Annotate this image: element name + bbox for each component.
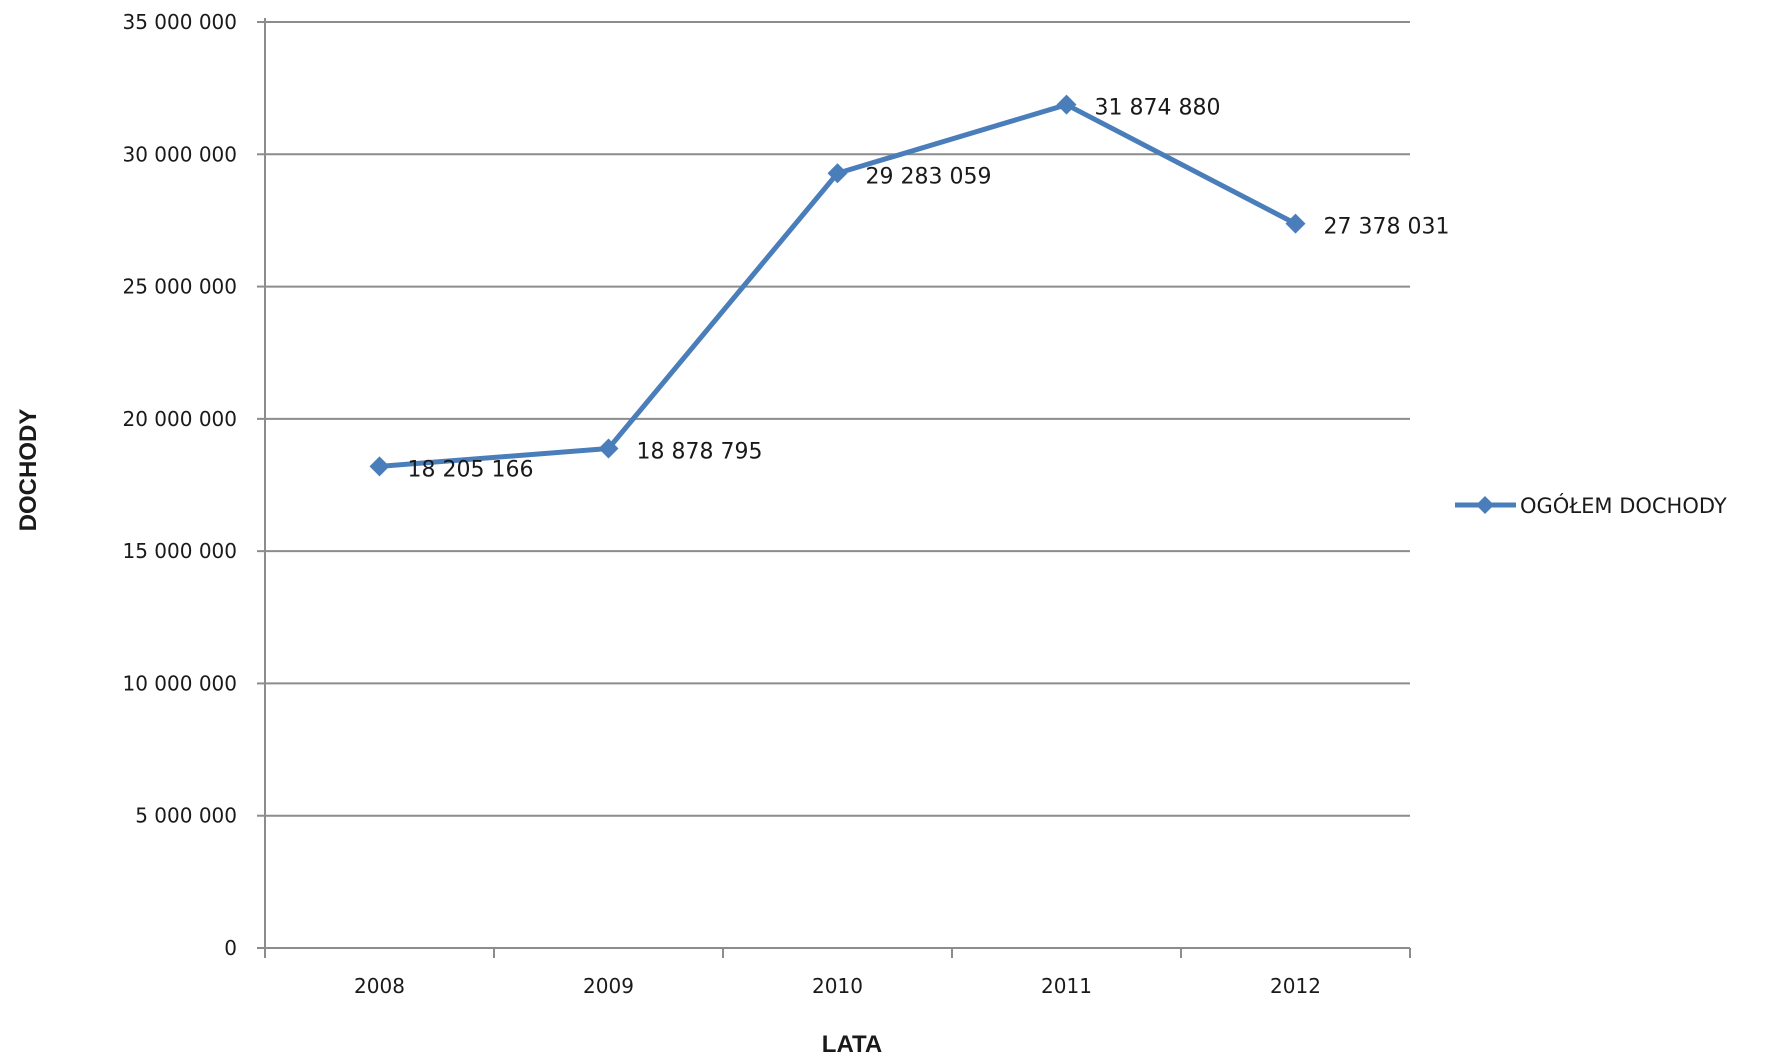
y-axis-title: DOCHODY bbox=[15, 409, 42, 532]
data-point-marker bbox=[369, 456, 390, 477]
y-tick-label: 10 000 000 bbox=[122, 671, 237, 695]
y-tick-labels: 0 5 000 000 10 000 000 15 000 000 20 000 000… bbox=[122, 10, 265, 960]
data-label: 18 878 795 bbox=[637, 440, 763, 465]
x-tick-labels: 2008 2009 2010 2011 2012 bbox=[264, 948, 1411, 998]
y-tick-label: 20 000 000 bbox=[122, 407, 237, 431]
y-tick-label: 0 bbox=[224, 936, 237, 960]
gridlines bbox=[265, 21, 1410, 817]
data-point-marker bbox=[827, 163, 848, 184]
legend-label: OGÓŁEM DOCHODY bbox=[1520, 493, 1727, 518]
data-label: 27 378 031 bbox=[1324, 215, 1450, 240]
x-tick-label: 2009 bbox=[583, 974, 634, 998]
data-point-marker bbox=[1285, 213, 1306, 234]
data-labels: 18 205 166 18 878 795 29 283 059 31 874 880… bbox=[408, 96, 1450, 483]
series-line bbox=[379, 102, 1297, 469]
series-layer bbox=[369, 94, 1306, 477]
y-tick-label: 15 000 000 bbox=[122, 539, 237, 563]
x-tick-label: 2010 bbox=[812, 974, 863, 998]
legend: OGÓŁEM DOCHODY bbox=[1455, 493, 1727, 518]
data-point-marker bbox=[1056, 94, 1077, 115]
y-tick-label: 5 000 000 bbox=[135, 804, 237, 828]
x-tick-label: 2012 bbox=[1270, 974, 1321, 998]
data-label: 18 205 166 bbox=[408, 457, 534, 482]
data-label: 31 874 880 bbox=[1095, 96, 1221, 121]
legend-marker bbox=[1476, 496, 1494, 514]
x-axis-title: LATA bbox=[822, 1031, 882, 1058]
y-tick-label: 35 000 000 bbox=[122, 10, 237, 34]
x-tick-label: 2011 bbox=[1041, 974, 1092, 998]
data-point-marker bbox=[598, 438, 619, 459]
axes bbox=[264, 18, 1410, 949]
y-tick-label: 30 000 000 bbox=[122, 142, 237, 166]
data-label: 29 283 059 bbox=[866, 164, 992, 189]
x-tick-label: 2008 bbox=[354, 974, 405, 998]
y-tick-label: 25 000 000 bbox=[122, 275, 237, 299]
